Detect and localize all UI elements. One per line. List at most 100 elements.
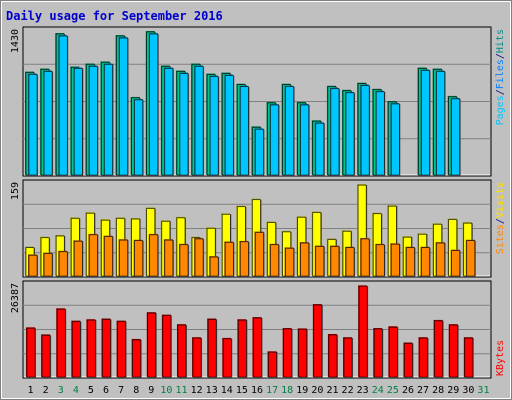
legend: KBytes	[495, 340, 506, 376]
bar-sites-face	[104, 236, 113, 277]
bar-files-face	[300, 104, 309, 176]
bar-kbytes	[101, 318, 112, 378]
bar-files-face	[58, 35, 68, 176]
bar-files	[88, 65, 99, 176]
bar-kbytes-face	[177, 324, 187, 378]
bar-files-face	[451, 98, 460, 176]
bar-sites	[178, 243, 189, 277]
bar-sites	[360, 237, 371, 277]
legend-entry: Pages	[495, 95, 506, 125]
bar-kbytes	[418, 337, 429, 378]
bar-kbytes-face	[268, 352, 277, 378]
bar-files-face	[315, 123, 325, 176]
bar-kbytes	[222, 337, 233, 378]
y-max-label: 1430	[10, 29, 21, 53]
legend-entry: Sites	[495, 224, 506, 254]
bar-sites	[390, 243, 401, 277]
bar-files-face	[285, 86, 294, 176]
bar-files	[194, 65, 205, 176]
bar-sites	[209, 256, 220, 277]
bar-sites-face	[28, 255, 38, 277]
bar-kbytes	[433, 319, 444, 378]
legend-entry: KBytes	[495, 340, 506, 376]
bar-sites	[103, 235, 114, 277]
bar-sites	[345, 246, 356, 277]
bar-files	[345, 91, 356, 176]
bar-sites-face	[451, 250, 460, 277]
bar-sites-face	[225, 242, 234, 277]
bar-kbytes	[176, 324, 187, 378]
bar-sites-face	[164, 239, 174, 277]
bar-sites	[224, 241, 235, 277]
x-tick-label: 10	[160, 385, 172, 396]
bar-sites	[194, 237, 205, 277]
bar-sites	[314, 245, 325, 277]
bar-files-face	[149, 33, 159, 176]
bar-sites-face	[270, 244, 279, 277]
bar-files	[209, 75, 220, 176]
bar-kbytes-face	[192, 337, 202, 378]
y-max-label: 26387	[10, 283, 21, 313]
bar-sites	[58, 250, 69, 277]
bar-kbytes	[312, 304, 323, 378]
bar-sites	[450, 249, 461, 277]
bar-sites	[405, 246, 416, 277]
bar-files	[329, 87, 340, 176]
bar-sites-face	[300, 242, 309, 277]
bar-files	[148, 33, 159, 176]
bar-sites	[239, 240, 250, 277]
bar-kbytes-face	[449, 324, 458, 378]
bar-sites-face	[375, 244, 385, 277]
bar-files-face	[360, 85, 370, 176]
bar-kbytes-face	[328, 334, 338, 378]
x-tick-label: 26	[402, 385, 414, 396]
bar-kbytes	[146, 312, 157, 378]
bar-kbytes	[388, 326, 399, 378]
bar-kbytes	[207, 318, 218, 378]
bar-sites-face	[194, 238, 204, 277]
bar-sites-face	[255, 232, 264, 277]
bar-sites	[269, 243, 280, 277]
chart-title: Daily usage for September 2016	[6, 9, 223, 23]
bar-kbytes	[343, 337, 354, 378]
bar-kbytes	[56, 308, 67, 378]
bar-files	[299, 104, 310, 176]
bar-files-face	[421, 70, 430, 176]
bar-files	[43, 70, 54, 176]
bar-files-face	[74, 68, 83, 176]
legend: Sites/Visits	[495, 182, 506, 254]
bar-kbytes	[237, 319, 248, 378]
bar-files-face	[255, 129, 264, 176]
bar-sites-face	[436, 242, 445, 277]
x-tick-label: 6	[103, 385, 109, 396]
bar-files-face	[104, 64, 113, 176]
bar-files-face	[270, 104, 279, 176]
bar-sites	[329, 245, 340, 277]
bar-sites	[465, 239, 476, 277]
bar-sites	[28, 254, 38, 277]
bar-sites	[435, 242, 446, 277]
bar-kbytes-face	[117, 321, 126, 378]
bar-files	[73, 67, 84, 176]
bar-files	[435, 70, 446, 176]
bar-files	[284, 85, 295, 176]
bar-sites-face	[345, 247, 355, 277]
bar-files-face	[43, 71, 53, 176]
bar-kbytes-face	[313, 304, 323, 378]
bar-kbytes	[403, 342, 414, 378]
bar-kbytes	[358, 285, 369, 378]
x-tick-label: 23	[357, 385, 369, 396]
bar-kbytes	[26, 327, 36, 378]
bar-files-face	[225, 75, 234, 176]
bar-sites	[299, 242, 310, 277]
x-tick-label: 15	[236, 385, 248, 396]
bar-sites-face	[391, 243, 400, 277]
bar-sites-face	[179, 244, 189, 277]
bar-files-face	[119, 37, 128, 176]
bar-kbytes	[373, 328, 384, 378]
bar-sites-face	[406, 247, 415, 277]
bar-kbytes-face	[298, 329, 307, 378]
x-tick-label: 18	[281, 385, 293, 396]
bar-kbytes-face	[419, 337, 428, 378]
